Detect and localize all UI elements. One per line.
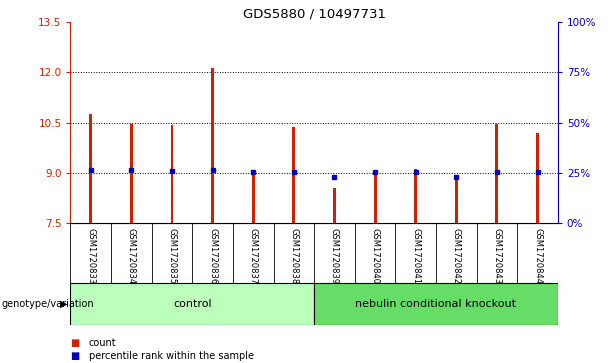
Text: GSM1720840: GSM1720840 (371, 228, 379, 284)
Bar (414, 169, 417, 223)
Text: GSM1720841: GSM1720841 (411, 228, 420, 284)
Bar (89, 114, 92, 223)
Text: GSM1720842: GSM1720842 (452, 228, 461, 284)
Bar (536, 132, 539, 223)
Bar (374, 171, 376, 223)
Bar (495, 124, 498, 223)
Bar (130, 123, 133, 223)
Bar (252, 171, 254, 223)
Text: count: count (89, 338, 116, 348)
Text: GSM1720839: GSM1720839 (330, 228, 339, 284)
Text: ■: ■ (70, 351, 80, 361)
Bar (211, 68, 214, 223)
Text: GSM1720837: GSM1720837 (249, 228, 257, 284)
Text: GSM1720838: GSM1720838 (289, 228, 299, 284)
Bar (170, 125, 173, 223)
Bar (292, 127, 295, 223)
Text: nebulin conditional knockout: nebulin conditional knockout (356, 299, 517, 309)
Text: control: control (173, 299, 211, 309)
Bar (455, 178, 458, 223)
Text: GSM1720834: GSM1720834 (127, 228, 136, 284)
Text: GSM1720836: GSM1720836 (208, 228, 217, 284)
Text: GSM1720844: GSM1720844 (533, 228, 542, 284)
Title: GDS5880 / 10497731: GDS5880 / 10497731 (243, 8, 386, 21)
Text: ▶: ▶ (60, 299, 67, 309)
Text: ■: ■ (70, 338, 80, 348)
Text: GSM1720843: GSM1720843 (492, 228, 501, 284)
FancyBboxPatch shape (314, 283, 558, 325)
Bar (333, 188, 336, 223)
FancyBboxPatch shape (70, 283, 314, 325)
Text: percentile rank within the sample: percentile rank within the sample (89, 351, 254, 361)
Text: GSM1720835: GSM1720835 (167, 228, 177, 284)
Text: genotype/variation: genotype/variation (1, 299, 94, 309)
Text: GSM1720833: GSM1720833 (86, 228, 95, 284)
